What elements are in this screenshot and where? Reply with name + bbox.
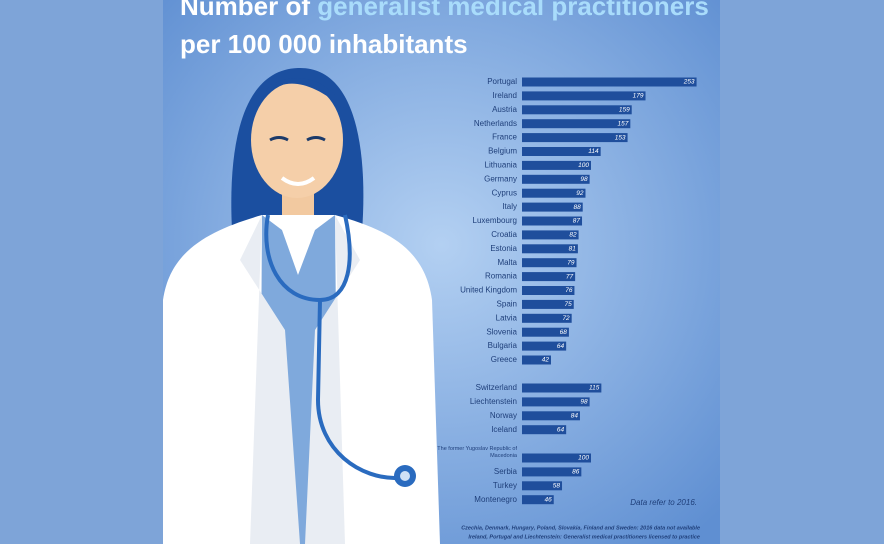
category-label: Turkey [493, 481, 517, 490]
title-part: Number of [180, 0, 317, 21]
category-label: Spain [497, 300, 517, 309]
category-label-box: The former Yugoslav Republic of Macedoni… [437, 446, 517, 459]
category-label: Liechtenstein [470, 397, 517, 406]
bar [522, 119, 631, 129]
bar [522, 230, 579, 240]
category-label: Greece [491, 355, 518, 364]
category-label: Belgium [488, 147, 517, 156]
value-label: 82 [569, 232, 577, 239]
bar [522, 188, 586, 198]
bar [522, 495, 554, 505]
value-label: 98 [580, 399, 588, 406]
category-label: Germany [484, 174, 517, 183]
value-label: 100 [578, 162, 589, 169]
value-label: 179 [633, 93, 644, 100]
category-label: Croatia [491, 230, 517, 239]
value-label: 88 [573, 204, 581, 211]
category-label: Cyprus [492, 188, 517, 197]
value-label: 114 [588, 148, 599, 155]
value-label: 92 [576, 190, 584, 197]
value-label: 100 [578, 455, 589, 462]
category-label: Norway [490, 411, 517, 420]
value-label: 79 [567, 259, 575, 266]
bar [522, 174, 590, 184]
bar [522, 453, 591, 463]
category-label: Latvia [496, 313, 518, 322]
bar [522, 341, 567, 351]
value-label: 153 [615, 134, 626, 141]
footnote: Czechia, Denmark, Hungary, Poland, Slova… [461, 525, 700, 531]
bar [522, 425, 567, 435]
value-label: 64 [557, 426, 565, 433]
value-label: 75 [565, 301, 573, 308]
value-label: 84 [571, 413, 579, 420]
category-label: Austria [492, 105, 517, 114]
value-label: 77 [566, 273, 574, 280]
category-label: Malta [497, 258, 517, 267]
category-label: Luxembourg [473, 216, 517, 225]
value-label: 64 [557, 343, 565, 350]
category-label: Italy [502, 202, 517, 211]
value-label: 115 [589, 385, 600, 392]
value-label: 98 [580, 176, 588, 183]
bar [522, 216, 583, 226]
category-label: Portugal [487, 77, 517, 86]
value-label: 157 [617, 120, 628, 127]
bar [522, 383, 602, 393]
value-label: 68 [560, 329, 568, 336]
value-label: 81 [569, 246, 577, 253]
category-label: Switzerland [476, 383, 517, 392]
bar [522, 272, 576, 282]
bar [522, 244, 578, 254]
chart-title: Number of generalist medical practitione… [180, 0, 709, 21]
note: Data refer to 2016. [630, 498, 697, 507]
category-label: Montenegro [474, 495, 517, 504]
bar [522, 355, 551, 365]
value-label: 46 [545, 496, 553, 503]
bar [522, 91, 646, 101]
bar [522, 77, 697, 87]
bar [522, 467, 582, 477]
bar [522, 481, 563, 491]
category-label: Serbia [494, 467, 518, 476]
bar [522, 313, 572, 323]
bar [522, 133, 628, 143]
value-label: 87 [573, 218, 581, 225]
footnote: Ireland, Portugal and Liechtenstein: Gen… [468, 534, 700, 540]
category-label: United Kingdom [460, 286, 517, 295]
title-part: generalist medical practitioners [317, 0, 709, 21]
bar [522, 202, 583, 212]
category-label: Lithuania [485, 161, 518, 170]
category-label: Iceland [491, 425, 517, 434]
category-label: Estonia [490, 244, 517, 253]
category-label: Slovenia [486, 327, 517, 336]
category-label: Ireland [493, 91, 517, 100]
doctor-illustration [163, 67, 440, 544]
bar [522, 397, 590, 407]
category-label: Bulgaria [488, 341, 518, 350]
bar [522, 411, 580, 421]
chart-subtitle: per 100 000 inhabitants [180, 29, 468, 59]
bar [522, 147, 601, 156]
value-label: 76 [565, 287, 573, 294]
bar [522, 160, 591, 170]
bar [522, 286, 575, 295]
category-label: Netherlands [474, 119, 517, 128]
value-label: 159 [619, 107, 630, 114]
category-label: France [492, 133, 517, 142]
bar [522, 327, 569, 337]
value-label: 253 [683, 79, 695, 86]
value-label: 42 [542, 357, 550, 364]
bar [522, 299, 574, 309]
value-label: 58 [553, 483, 561, 490]
value-label: 72 [562, 315, 570, 322]
bar [522, 105, 632, 115]
category-label: The former Yugoslav Republic of Macedoni… [437, 446, 517, 459]
value-label: 86 [572, 469, 580, 476]
bar [522, 258, 577, 268]
category-label: Romania [485, 272, 518, 281]
